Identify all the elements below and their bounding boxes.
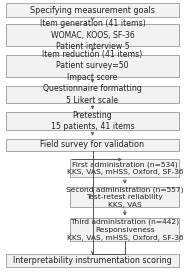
Text: Item generation (41 items)
WOMAC, KOOS, SF-36
Patient interview 5: Item generation (41 items) WOMAC, KOOS, … [40,19,145,51]
Text: Field survey for validation: Field survey for validation [41,140,144,149]
Text: Second administration (n=557)
Test-retest reliability
KKS, VAS: Second administration (n=557) Test-retes… [66,186,184,208]
FancyBboxPatch shape [6,3,179,17]
FancyBboxPatch shape [6,112,179,130]
FancyBboxPatch shape [6,24,179,46]
FancyBboxPatch shape [6,55,179,77]
FancyBboxPatch shape [70,218,179,241]
FancyBboxPatch shape [6,86,179,103]
Text: Specifying measurement goals: Specifying measurement goals [30,6,155,14]
FancyBboxPatch shape [6,139,179,151]
FancyBboxPatch shape [70,187,179,207]
Text: Item reduction (41 items)
Patient survey=50
Impact score: Item reduction (41 items) Patient survey… [42,50,143,82]
FancyBboxPatch shape [70,159,179,177]
Text: Third administration (n=442)
Responsiveness
KKS, VAS, mHSS, Oxford, SF-36: Third administration (n=442) Responsiven… [67,219,183,241]
FancyBboxPatch shape [6,254,179,267]
Text: Questionnaire formatting
5 Likert scale: Questionnaire formatting 5 Likert scale [43,84,142,105]
Text: Interpretability instrumentation scoring: Interpretability instrumentation scoring [13,256,172,265]
Text: Pretesting
15 patients, 41 items: Pretesting 15 patients, 41 items [51,111,134,131]
Text: First administration (n=534)
KKS, VAS, mHSS, Oxford, SF-36: First administration (n=534) KKS, VAS, m… [67,161,183,175]
